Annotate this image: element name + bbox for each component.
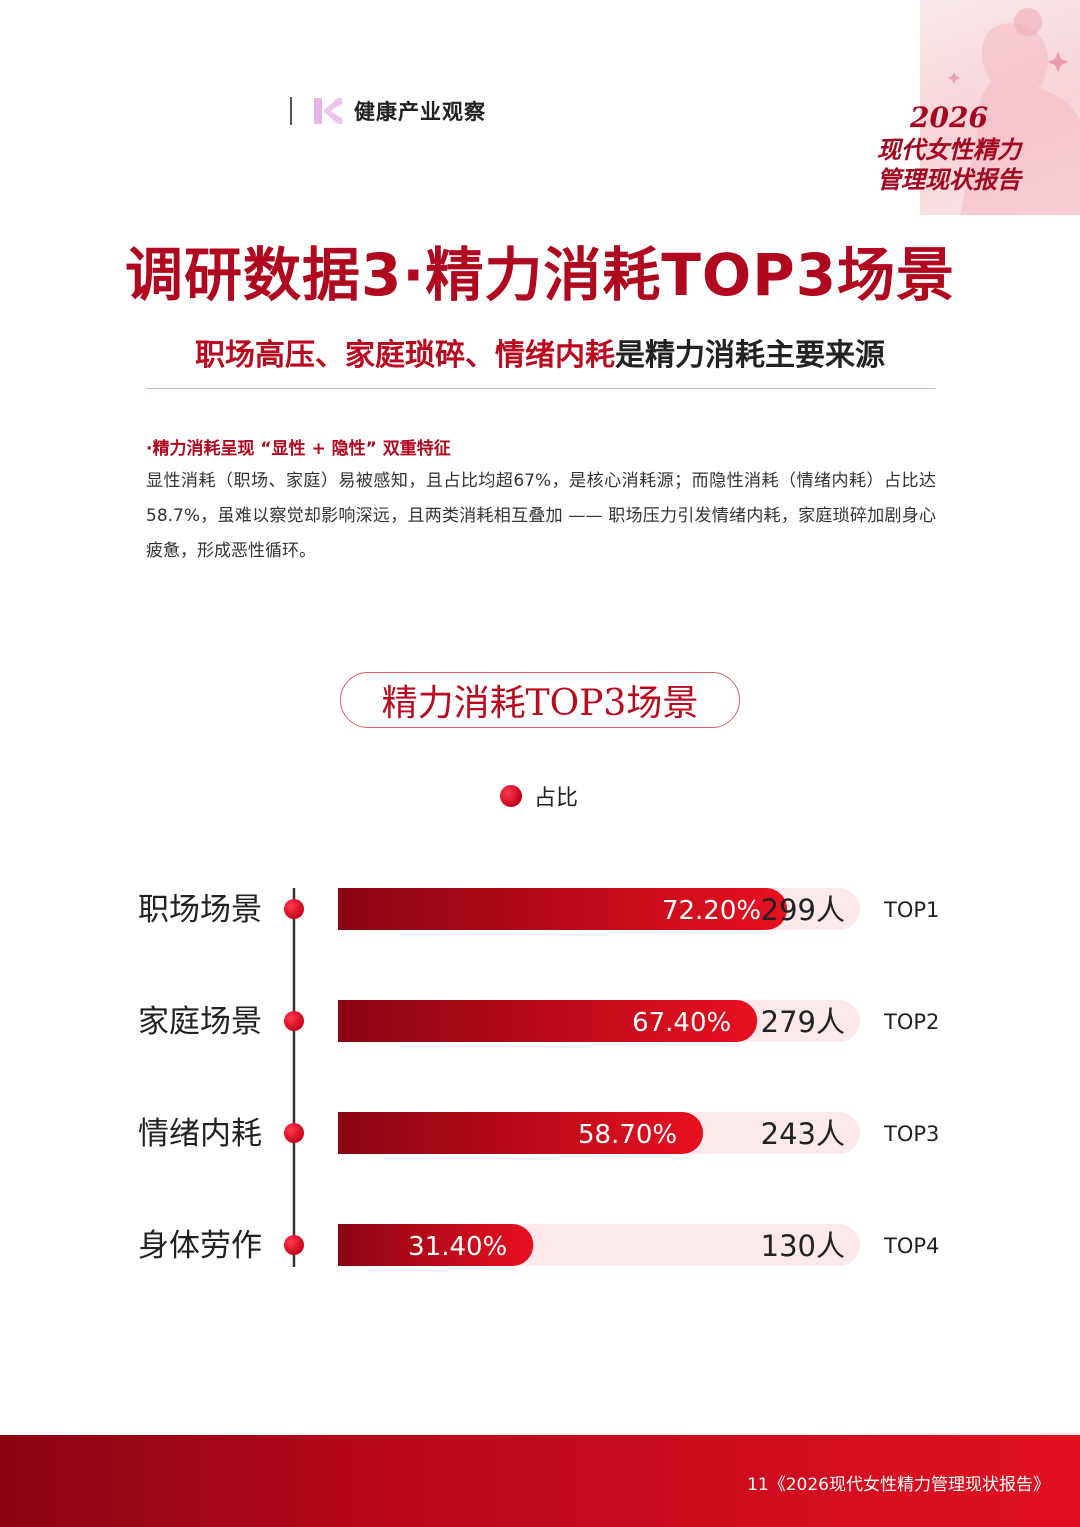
subtitle-highlight: 职场高压、家庭琐碎、情绪内耗 xyxy=(195,338,615,373)
legend-dot-icon xyxy=(500,785,522,807)
chart-title: 精力消耗TOP3场景 xyxy=(340,672,740,728)
axis-marker-dot xyxy=(284,899,304,919)
report-tag-line1: 现代女性精力 xyxy=(877,135,1021,164)
value-label: 58.70% xyxy=(578,1120,677,1150)
corner-illustration xyxy=(920,0,1080,215)
count-label: 299人 xyxy=(761,893,845,927)
value-label: 67.40% xyxy=(632,1008,731,1038)
bullet-heading: ·精力消耗呈现 “显性 + 隐性” 双重特征 xyxy=(146,439,451,459)
report-tag: 2026 现代女性精力 管理现状报告 xyxy=(864,100,1034,195)
axis-marker-dot xyxy=(284,1123,304,1143)
value-label: 72.20% xyxy=(662,896,761,926)
count-label: 279人 xyxy=(761,1005,845,1039)
rank-label: TOP4 xyxy=(883,1234,939,1258)
page-title: 调研数据3·精力消耗TOP3场景 xyxy=(124,241,956,309)
axis-marker-dot xyxy=(284,1235,304,1255)
count-label: 243人 xyxy=(761,1117,845,1151)
value-label: 31.40% xyxy=(408,1232,507,1262)
category-label: 家庭场景 xyxy=(138,1004,262,1040)
brand-logo-icon xyxy=(314,98,342,124)
brand-divider xyxy=(290,97,292,125)
legend-label: 占比 xyxy=(534,786,579,811)
footer-text: 11《2026现代女性精力管理现状报告》 xyxy=(747,1475,1050,1495)
brand: 健康产业观察 xyxy=(290,96,486,126)
report-year: 2026 xyxy=(910,101,988,134)
category-label: 身体劳作 xyxy=(138,1228,262,1264)
subtitle-rest: 是精力消耗主要来源 xyxy=(615,338,885,373)
bar-chart: 职场场景 72.20% 299人 TOP1 家庭场景 67.40% 279人 TOP2 情绪内耗… xyxy=(138,888,939,1267)
bar xyxy=(338,1112,704,1154)
woman-silhouette-icon xyxy=(948,8,1080,215)
report-tag-line2: 管理现状报告 xyxy=(877,165,1021,194)
footer-band: 11《2026现代女性精力管理现状报告》 xyxy=(0,1435,1080,1527)
rank-label: TOP1 xyxy=(883,898,939,922)
count-label: 130人 xyxy=(761,1229,845,1263)
rank-label: TOP2 xyxy=(883,1010,939,1034)
page-subtitle: 职场高压、家庭琐碎、情绪内耗是精力消耗主要来源 xyxy=(0,330,1080,374)
chart-legend: 占比 xyxy=(500,780,578,812)
bar xyxy=(338,888,788,930)
bar xyxy=(338,1224,534,1266)
axis-marker-dot xyxy=(284,1011,304,1031)
category-label: 职场场景 xyxy=(138,892,262,928)
divider xyxy=(146,388,936,389)
brand-name: 健康产业观察 xyxy=(354,100,486,124)
bullet-body: 显性消耗（职场、家庭）易被感知，且占比均超67%，是核心消耗源；而隐性消耗（情绪… xyxy=(146,471,936,561)
rank-label: TOP3 xyxy=(883,1122,939,1146)
category-label: 情绪内耗 xyxy=(138,1116,262,1152)
bar xyxy=(338,1000,758,1042)
